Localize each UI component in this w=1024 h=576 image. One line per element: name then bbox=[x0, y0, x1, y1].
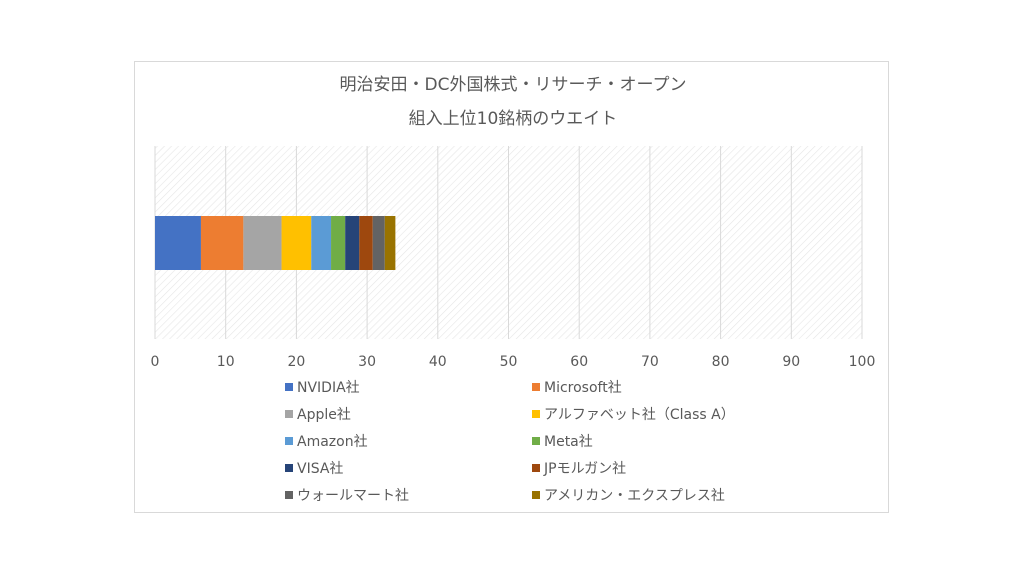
x-tick-label: 60 bbox=[570, 354, 588, 370]
chart-title-line-2: 組入上位10銘柄のウエイト bbox=[409, 109, 618, 129]
legend-swatch bbox=[285, 464, 293, 472]
legend-swatch bbox=[285, 491, 293, 499]
legend-label: Meta社 bbox=[544, 434, 593, 450]
legend-label: JPモルガン社 bbox=[543, 461, 626, 477]
legend-label: Amazon社 bbox=[297, 434, 368, 450]
legend-label: Microsoft社 bbox=[544, 380, 622, 396]
bar-segment-4 bbox=[281, 216, 312, 270]
bar-segment-9 bbox=[372, 216, 385, 270]
legend: NVIDIA社 Microsoft社 Apple社 アルファベット社（Class A）… bbox=[285, 380, 735, 504]
legend-swatch bbox=[532, 410, 540, 418]
x-tick-label: 80 bbox=[712, 354, 730, 370]
x-tick-label: 40 bbox=[429, 354, 447, 370]
legend-swatch bbox=[532, 464, 540, 472]
bar-segment-2 bbox=[200, 216, 244, 270]
x-tick-label: 20 bbox=[287, 354, 305, 370]
chart-title-line-1: 明治安田・DC外国株式・リサーチ・オープン bbox=[340, 75, 687, 95]
legend-swatch bbox=[532, 437, 540, 445]
bar-segment-10 bbox=[384, 216, 396, 270]
x-tick-label: 0 bbox=[151, 354, 160, 370]
x-tick-label: 50 bbox=[500, 354, 518, 370]
bar-segment-5 bbox=[311, 216, 332, 270]
chart-svg: 明治安田・DC外国株式・リサーチ・オープン 組入上位10銘柄のウエイト 0 10 2… bbox=[151, 75, 876, 504]
x-tick-label: 100 bbox=[849, 354, 876, 370]
bar-segment-8 bbox=[359, 216, 373, 270]
legend-label: Apple社 bbox=[297, 407, 351, 423]
legend-label: アルファベット社（Class A） bbox=[544, 407, 735, 423]
legend-label: NVIDIA社 bbox=[297, 380, 360, 396]
legend-swatch bbox=[532, 383, 540, 391]
x-tick-label: 30 bbox=[358, 354, 376, 370]
legend-swatch bbox=[285, 383, 293, 391]
bar-segment-6 bbox=[331, 216, 346, 270]
x-tick-label: 70 bbox=[641, 354, 659, 370]
legend-swatch bbox=[285, 437, 293, 445]
chart-frame: 明治安田・DC外国株式・リサーチ・オープン 組入上位10銘柄のウエイト 0 10 2… bbox=[134, 61, 889, 513]
x-axis-ticks: 0 10 20 30 40 50 60 70 80 90 100 bbox=[151, 354, 876, 370]
legend-label: アメリカン・エクスプレス社 bbox=[544, 488, 725, 504]
x-tick-label: 10 bbox=[217, 354, 235, 370]
legend-swatch bbox=[285, 410, 293, 418]
legend-label: ウォールマート社 bbox=[297, 488, 409, 504]
legend-swatch bbox=[532, 491, 540, 499]
legend-label: VISA社 bbox=[297, 461, 343, 477]
bar-segment-1 bbox=[155, 216, 201, 270]
bar-segment-7 bbox=[345, 216, 360, 270]
x-tick-label: 90 bbox=[782, 354, 800, 370]
bar-stack bbox=[155, 216, 396, 270]
bar-segment-3 bbox=[243, 216, 282, 270]
